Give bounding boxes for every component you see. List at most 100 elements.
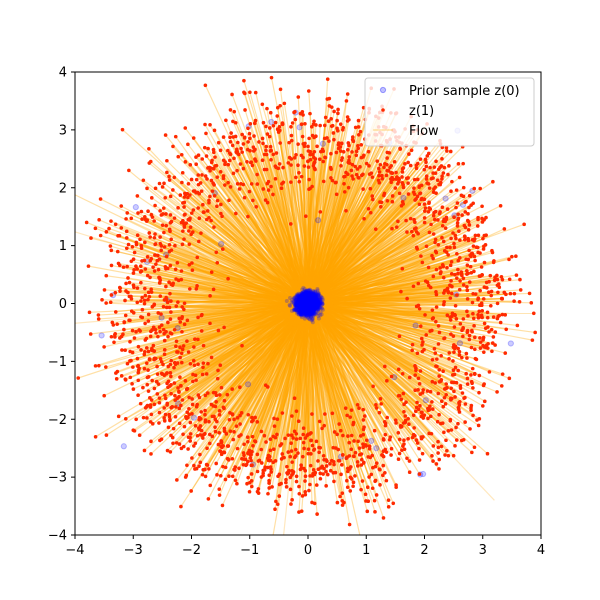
flow-line bbox=[144, 309, 311, 353]
flow-line bbox=[164, 197, 307, 305]
z1-point bbox=[262, 433, 267, 438]
flow-line bbox=[308, 297, 429, 410]
z1-point bbox=[504, 327, 509, 332]
flow-line bbox=[167, 303, 309, 324]
z1-point bbox=[471, 413, 475, 418]
flow-line bbox=[170, 296, 318, 436]
flow-line bbox=[308, 304, 313, 415]
z1-point bbox=[179, 360, 184, 365]
flow-line bbox=[304, 222, 458, 302]
z1-point bbox=[397, 334, 402, 339]
flow-line bbox=[168, 307, 311, 415]
z1-point bbox=[271, 192, 275, 197]
z1-point bbox=[471, 386, 475, 390]
flow-line bbox=[301, 296, 397, 424]
flow-line bbox=[300, 305, 367, 502]
flow-line bbox=[264, 309, 308, 471]
flow-line bbox=[278, 305, 303, 475]
flow-line bbox=[310, 310, 356, 477]
flow-line bbox=[152, 307, 309, 331]
flow-line bbox=[309, 219, 485, 301]
flow-line bbox=[131, 260, 313, 302]
flow-line bbox=[312, 79, 329, 295]
flow-line bbox=[318, 304, 467, 355]
flow-line bbox=[210, 295, 316, 306]
flow-line bbox=[299, 307, 480, 394]
flow-line bbox=[311, 305, 424, 343]
flow-line bbox=[303, 305, 423, 346]
flow-line bbox=[191, 262, 311, 304]
flow-line bbox=[298, 258, 467, 305]
flow-line bbox=[207, 210, 304, 303]
flow-line bbox=[303, 265, 444, 307]
flow-line bbox=[174, 303, 312, 331]
flow-line bbox=[295, 308, 304, 456]
flow-line bbox=[301, 149, 349, 295]
flow-line bbox=[176, 303, 309, 342]
z1-point bbox=[342, 181, 346, 186]
flow-line bbox=[275, 152, 309, 305]
flow-line bbox=[302, 299, 335, 465]
flow-line bbox=[160, 295, 304, 298]
flow-line bbox=[303, 163, 419, 305]
z1-point bbox=[341, 433, 345, 438]
flow-line bbox=[169, 230, 307, 308]
flow-line bbox=[263, 169, 305, 311]
flow-line bbox=[268, 298, 307, 481]
flow-line bbox=[309, 113, 320, 304]
flow-line bbox=[243, 300, 309, 454]
z1-point bbox=[290, 460, 294, 464]
z1-point bbox=[481, 297, 486, 301]
z1-point bbox=[471, 244, 476, 248]
flow-line bbox=[214, 165, 304, 311]
flow-line bbox=[302, 174, 364, 307]
flow-line bbox=[308, 246, 448, 306]
z1-point bbox=[228, 135, 232, 140]
flow-line bbox=[307, 299, 339, 450]
flow-line bbox=[314, 306, 320, 448]
flow-line bbox=[305, 299, 459, 350]
flow-line bbox=[304, 282, 419, 306]
flow-line bbox=[301, 136, 304, 298]
flow-line bbox=[299, 233, 419, 297]
flow-line bbox=[311, 296, 445, 399]
z1-point bbox=[443, 453, 447, 457]
flow-line bbox=[256, 174, 306, 310]
flow-line bbox=[305, 143, 343, 305]
flow-line bbox=[304, 294, 315, 482]
z1-point bbox=[385, 379, 389, 383]
flow-line bbox=[308, 220, 407, 303]
flow-line bbox=[306, 210, 347, 310]
flow-line bbox=[305, 201, 467, 303]
z1-point bbox=[168, 220, 173, 225]
flow-line bbox=[310, 155, 357, 301]
prior-point bbox=[310, 320, 315, 325]
z1-point bbox=[338, 122, 343, 127]
flow-line bbox=[270, 77, 317, 301]
flow-line bbox=[156, 303, 307, 383]
flow-line bbox=[313, 312, 353, 479]
flow-line bbox=[265, 146, 298, 305]
flow-line bbox=[235, 213, 316, 305]
flow-line bbox=[317, 301, 420, 310]
flow-line bbox=[146, 295, 310, 364]
flow-line bbox=[304, 164, 354, 302]
z1-point bbox=[314, 439, 319, 444]
z1-point bbox=[264, 144, 269, 149]
flow-line bbox=[312, 177, 359, 304]
flow-line bbox=[309, 151, 315, 296]
flow-line bbox=[302, 175, 383, 304]
flow-line bbox=[321, 175, 363, 304]
flow-line bbox=[291, 302, 304, 463]
flow-line bbox=[307, 299, 368, 441]
flow-line bbox=[296, 303, 499, 317]
flow-line bbox=[298, 193, 415, 307]
z1-point bbox=[289, 125, 293, 129]
flow-line bbox=[178, 311, 299, 398]
z1-point bbox=[472, 186, 477, 191]
flow-line bbox=[308, 291, 498, 312]
flow-line bbox=[304, 198, 423, 308]
flow-line bbox=[170, 265, 307, 305]
flow-line bbox=[238, 154, 310, 307]
z1-point bbox=[447, 356, 451, 361]
